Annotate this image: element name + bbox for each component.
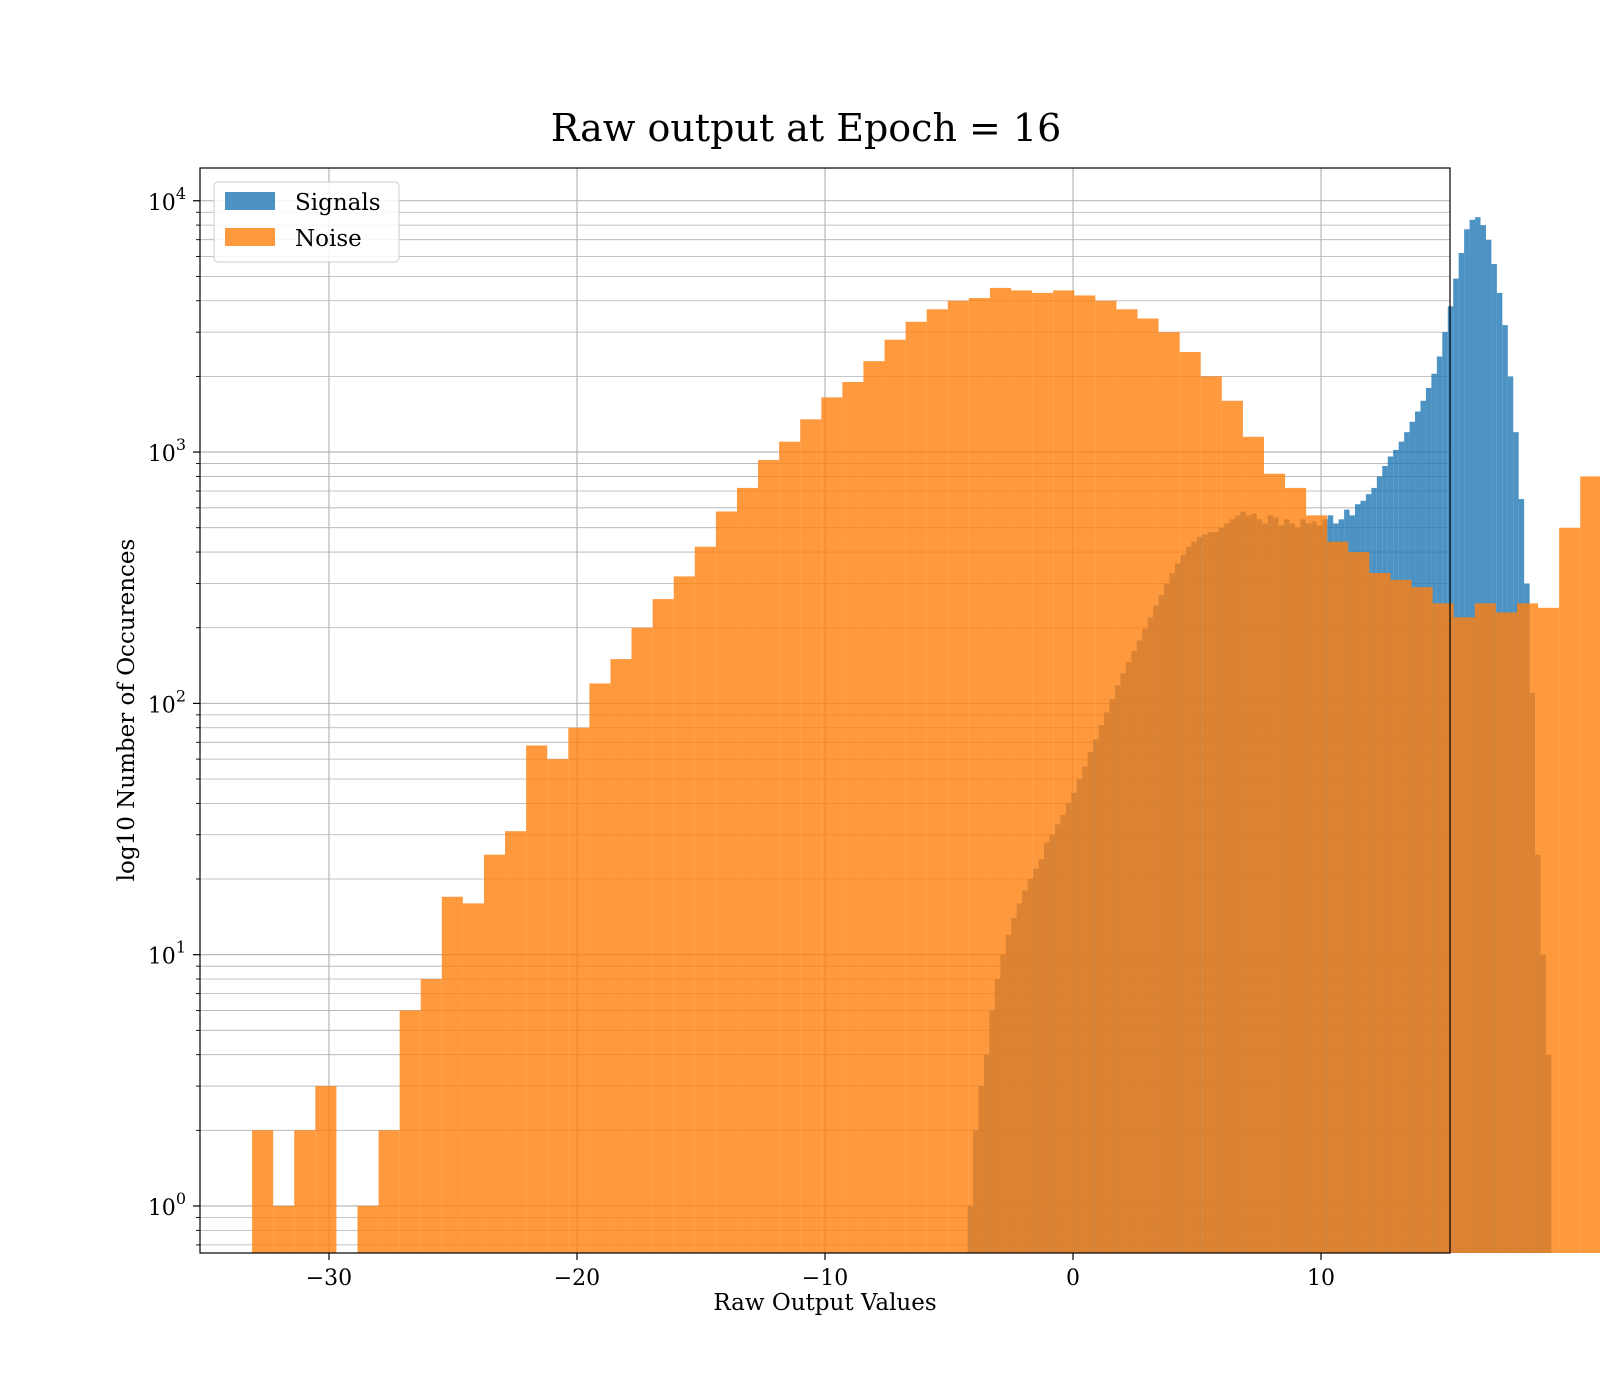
noise-bar bbox=[420, 979, 442, 1253]
noise-bar bbox=[947, 300, 969, 1253]
noise-bar bbox=[1348, 552, 1370, 1253]
y-axis-label: log10 Number of Occurences bbox=[114, 539, 140, 882]
noise-bar bbox=[294, 1130, 316, 1253]
noise-bar bbox=[694, 546, 716, 1253]
noise-bar bbox=[1411, 587, 1433, 1253]
noise-bar bbox=[715, 511, 737, 1253]
noise-bar bbox=[357, 1205, 379, 1253]
legend-swatch-signals bbox=[225, 192, 275, 210]
noise-bar bbox=[905, 321, 927, 1253]
noise-bar bbox=[1474, 603, 1496, 1253]
x-axis-label: Raw Output Values bbox=[713, 1290, 936, 1316]
noise-bar bbox=[483, 854, 506, 1253]
noise-bar bbox=[568, 727, 590, 1253]
noise-bar bbox=[1495, 612, 1517, 1253]
noise-bar bbox=[1179, 352, 1201, 1253]
noise-bar bbox=[1074, 295, 1096, 1254]
noise-bar bbox=[652, 599, 674, 1253]
noise-bar bbox=[315, 1086, 337, 1253]
noise-bar bbox=[1285, 487, 1307, 1253]
legend: Signals Noise bbox=[213, 181, 400, 263]
noise-bar bbox=[758, 459, 780, 1253]
noise-bar bbox=[1306, 515, 1328, 1253]
legend-label-signals: Signals bbox=[295, 190, 381, 216]
noise-bar bbox=[821, 397, 843, 1253]
noise-bar bbox=[526, 745, 548, 1253]
noise-bar bbox=[1137, 318, 1159, 1253]
noise-bar bbox=[252, 1130, 274, 1253]
noise-bar bbox=[800, 419, 822, 1253]
noise-bar bbox=[1369, 573, 1391, 1253]
noise-bar bbox=[1327, 541, 1349, 1253]
y-tick-label: 102 bbox=[148, 686, 186, 718]
noise-bar bbox=[610, 659, 632, 1253]
noise-bar bbox=[631, 627, 653, 1253]
noise-bar bbox=[1516, 603, 1539, 1253]
noise-bar bbox=[673, 576, 695, 1253]
y-tick-label: 104 bbox=[148, 184, 186, 216]
legend-label-noise: Noise bbox=[295, 226, 362, 252]
noise-bar bbox=[968, 298, 990, 1253]
noise-bar bbox=[399, 1010, 421, 1253]
y-tick-label: 103 bbox=[148, 435, 186, 467]
noise-bar bbox=[779, 441, 801, 1253]
y-tick-label: 100 bbox=[148, 1189, 186, 1221]
noise-bar bbox=[1158, 332, 1180, 1253]
noise-bar bbox=[1221, 400, 1243, 1254]
y-tick-label: 101 bbox=[148, 938, 186, 970]
noise-bar bbox=[1095, 300, 1117, 1253]
noise-bar bbox=[1538, 607, 1560, 1253]
noise-bar bbox=[1390, 579, 1412, 1253]
noise-bar bbox=[1032, 292, 1054, 1253]
noise-bar bbox=[884, 339, 906, 1254]
y-axis-ticks: 100 101 102 103 104 bbox=[148, 184, 200, 1246]
noise-bar bbox=[1053, 290, 1075, 1254]
noise-bar bbox=[863, 361, 885, 1254]
noise-bar bbox=[1453, 617, 1475, 1253]
x-tick-label: −20 bbox=[554, 1266, 600, 1291]
noise-bar bbox=[842, 382, 864, 1254]
noise-bar bbox=[1200, 376, 1222, 1253]
noise-bar bbox=[1432, 603, 1454, 1253]
x-tick-label: 0 bbox=[1066, 1266, 1080, 1291]
chart-title: Raw output at Epoch = 16 bbox=[551, 106, 1062, 150]
noise-bar bbox=[505, 831, 527, 1253]
x-tick-label: −30 bbox=[306, 1266, 352, 1291]
noise-bar bbox=[1263, 473, 1286, 1253]
bars bbox=[252, 217, 1600, 1254]
noise-bar bbox=[989, 287, 1012, 1253]
noise-bar bbox=[378, 1130, 400, 1253]
x-axis-ticks: −30 −20 −10 0 10 bbox=[306, 1253, 1335, 1291]
legend-swatch-noise bbox=[225, 228, 275, 246]
noise-bar bbox=[1580, 476, 1600, 1253]
noise-bar bbox=[441, 896, 463, 1253]
x-tick-label: 10 bbox=[1307, 1266, 1335, 1291]
noise-bar bbox=[926, 309, 948, 1254]
noise-bar bbox=[1242, 436, 1264, 1253]
noise-bar bbox=[589, 683, 611, 1253]
noise-bar bbox=[462, 903, 484, 1253]
noise-bar bbox=[1559, 527, 1581, 1253]
noise-bar bbox=[1011, 290, 1033, 1254]
noise-bar bbox=[273, 1205, 295, 1253]
x-tick-label: −10 bbox=[802, 1266, 848, 1291]
noise-bar bbox=[547, 759, 569, 1253]
noise-bar bbox=[1116, 309, 1138, 1254]
series-noise bbox=[252, 287, 1600, 1254]
noise-bar bbox=[736, 487, 759, 1253]
